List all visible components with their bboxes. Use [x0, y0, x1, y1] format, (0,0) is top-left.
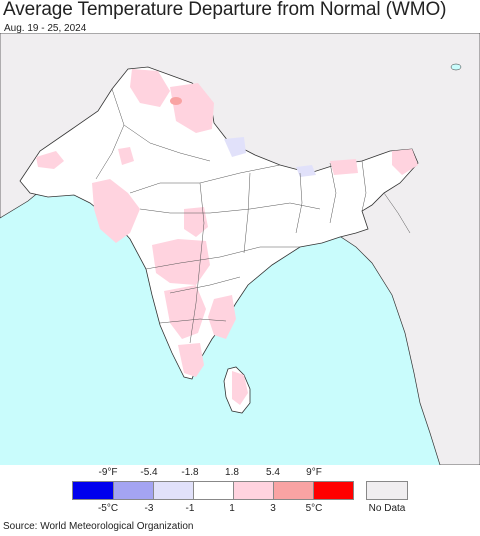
legend-swatch — [113, 481, 154, 500]
legend-swatch — [273, 481, 314, 500]
legend-swatch — [193, 481, 234, 500]
hot-spot — [170, 97, 182, 105]
map-title: Average Temperature Departure from Norma… — [3, 0, 447, 20]
legend-c-tick: -1 — [185, 503, 195, 514]
legend-f-tick: -1.8 — [181, 467, 199, 478]
source-credit: Source: World Meteorological Organizatio… — [3, 521, 194, 532]
legend-swatch — [313, 481, 354, 500]
legend-c-tick: -5°C — [97, 503, 119, 514]
legend-c-tick: 5°C — [305, 503, 323, 514]
legend-f-tick: 1.8 — [225, 467, 239, 478]
legend-swatch — [153, 481, 194, 500]
legend-f-tick: -9°F — [98, 467, 118, 478]
cool-anomaly-regions — [224, 137, 316, 177]
legend-f-tick: 9°F — [306, 467, 322, 478]
internal-boundaries — [95, 88, 411, 344]
date-range: Aug. 19 - 25, 2024 — [4, 23, 87, 34]
legend-c-tick: 3 — [270, 503, 276, 514]
legend-c-tick: 1 — [229, 503, 235, 514]
legend-f-tick: -5.4 — [140, 467, 158, 478]
legend-swatch — [72, 481, 114, 500]
temperature-map — [0, 33, 480, 465]
legend-f-tick: 5.4 — [266, 467, 280, 478]
legend-swatch — [233, 481, 274, 500]
legend-no-data-label: No Data — [368, 503, 406, 514]
lake — [450, 63, 462, 71]
legend: -9°F -5.4 -1.8 1.8 5.4 9°F -5°C -3 -1 1 … — [0, 465, 480, 520]
legend-c-tick: -3 — [144, 503, 154, 514]
warm-anomaly-regions — [36, 69, 418, 405]
legend-no-data-swatch — [366, 481, 408, 500]
